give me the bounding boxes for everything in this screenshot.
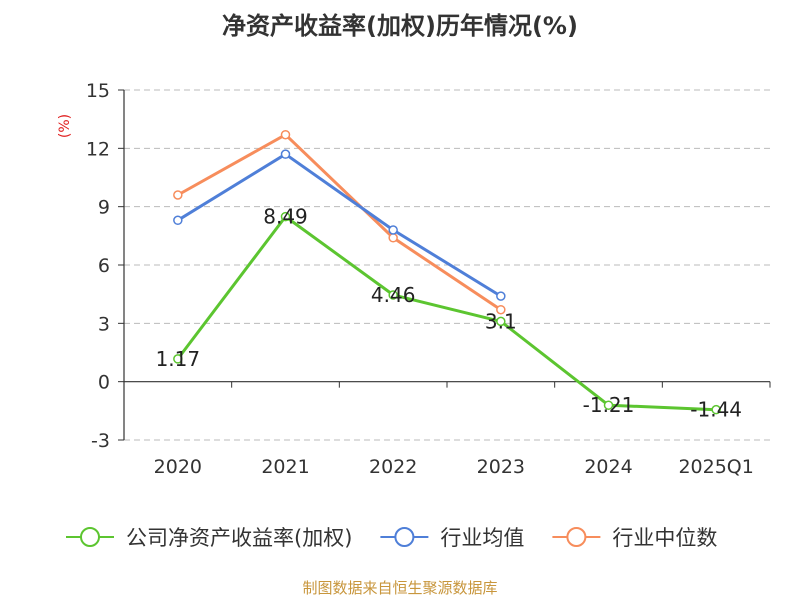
legend-label: 公司净资产收益率(加权): [126, 526, 352, 550]
series-line-2: [177, 133, 502, 311]
x-tick-label: 2022: [369, 456, 417, 478]
y-tick-label: 12: [86, 138, 110, 160]
y-tick-label: -3: [91, 430, 110, 452]
series-lines: [173, 129, 721, 415]
x-tick-label: 2025Q1: [678, 456, 753, 478]
legend-label: 行业中位数: [612, 526, 717, 550]
data-label: -1.21: [583, 393, 635, 417]
data-label: -1.44: [690, 398, 742, 422]
data-point: [280, 211, 291, 222]
y-tick-label: 9: [98, 197, 110, 219]
source-note: 制图数据来自恒生聚源数据库: [302, 579, 497, 597]
data-point: [496, 291, 506, 301]
data-label: 1.17: [156, 347, 201, 371]
data-point: [388, 233, 398, 243]
series-line-0: [176, 215, 717, 412]
data-label: 3.1: [485, 309, 517, 333]
legend-item-2[interactable]: 行业中位数: [552, 526, 717, 550]
data-point: [280, 149, 291, 159]
data-point: [711, 404, 721, 415]
series-line-1: [177, 152, 502, 298]
data-point: [173, 354, 183, 364]
data-point: [388, 290, 398, 300]
legend-label: 行业均值: [440, 526, 524, 550]
y-tick-label: 0: [98, 372, 110, 394]
data-point: [280, 129, 291, 140]
axes: 15 12 9 6 3 0 -3 2020 2021 2022 2023 2024 2025Q1: [86, 80, 771, 478]
data-point: [603, 400, 614, 410]
legend-marker-icon: [566, 527, 587, 547]
y-tick-label: 3: [98, 313, 110, 335]
chart-title: 净资产收益率(加权)历年情况(%): [222, 12, 578, 40]
x-tick-label: 2024: [584, 456, 632, 478]
legend-marker-icon: [394, 527, 415, 547]
y-axis-unit: (%): [57, 114, 73, 138]
data-label: 8.49: [263, 205, 308, 229]
data-point: [388, 225, 398, 235]
data-point: [496, 304, 506, 315]
y-tick-label: 15: [86, 80, 110, 102]
legend[interactable]: 公司净资产收益率(加权) 行业均值 行业中位数: [66, 526, 717, 550]
x-tick-label: 2021: [261, 456, 309, 478]
data-label: 4.46: [371, 283, 416, 307]
legend-item-0[interactable]: 公司净资产收益率(加权): [66, 526, 352, 550]
data-point: [173, 190, 183, 200]
legend-marker-icon: [80, 527, 100, 547]
data-point: [173, 215, 183, 226]
legend-item-1[interactable]: 行业均值: [380, 526, 524, 550]
grid-lines: [124, 89, 770, 441]
x-tick-label: 2020: [154, 456, 202, 478]
data-point: [496, 316, 506, 327]
y-tick-label: 6: [98, 255, 110, 277]
x-tick-label: 2023: [477, 456, 525, 478]
data-labels: 1.17 8.49 4.46 3.1 -1.21 -1.44: [156, 205, 742, 422]
